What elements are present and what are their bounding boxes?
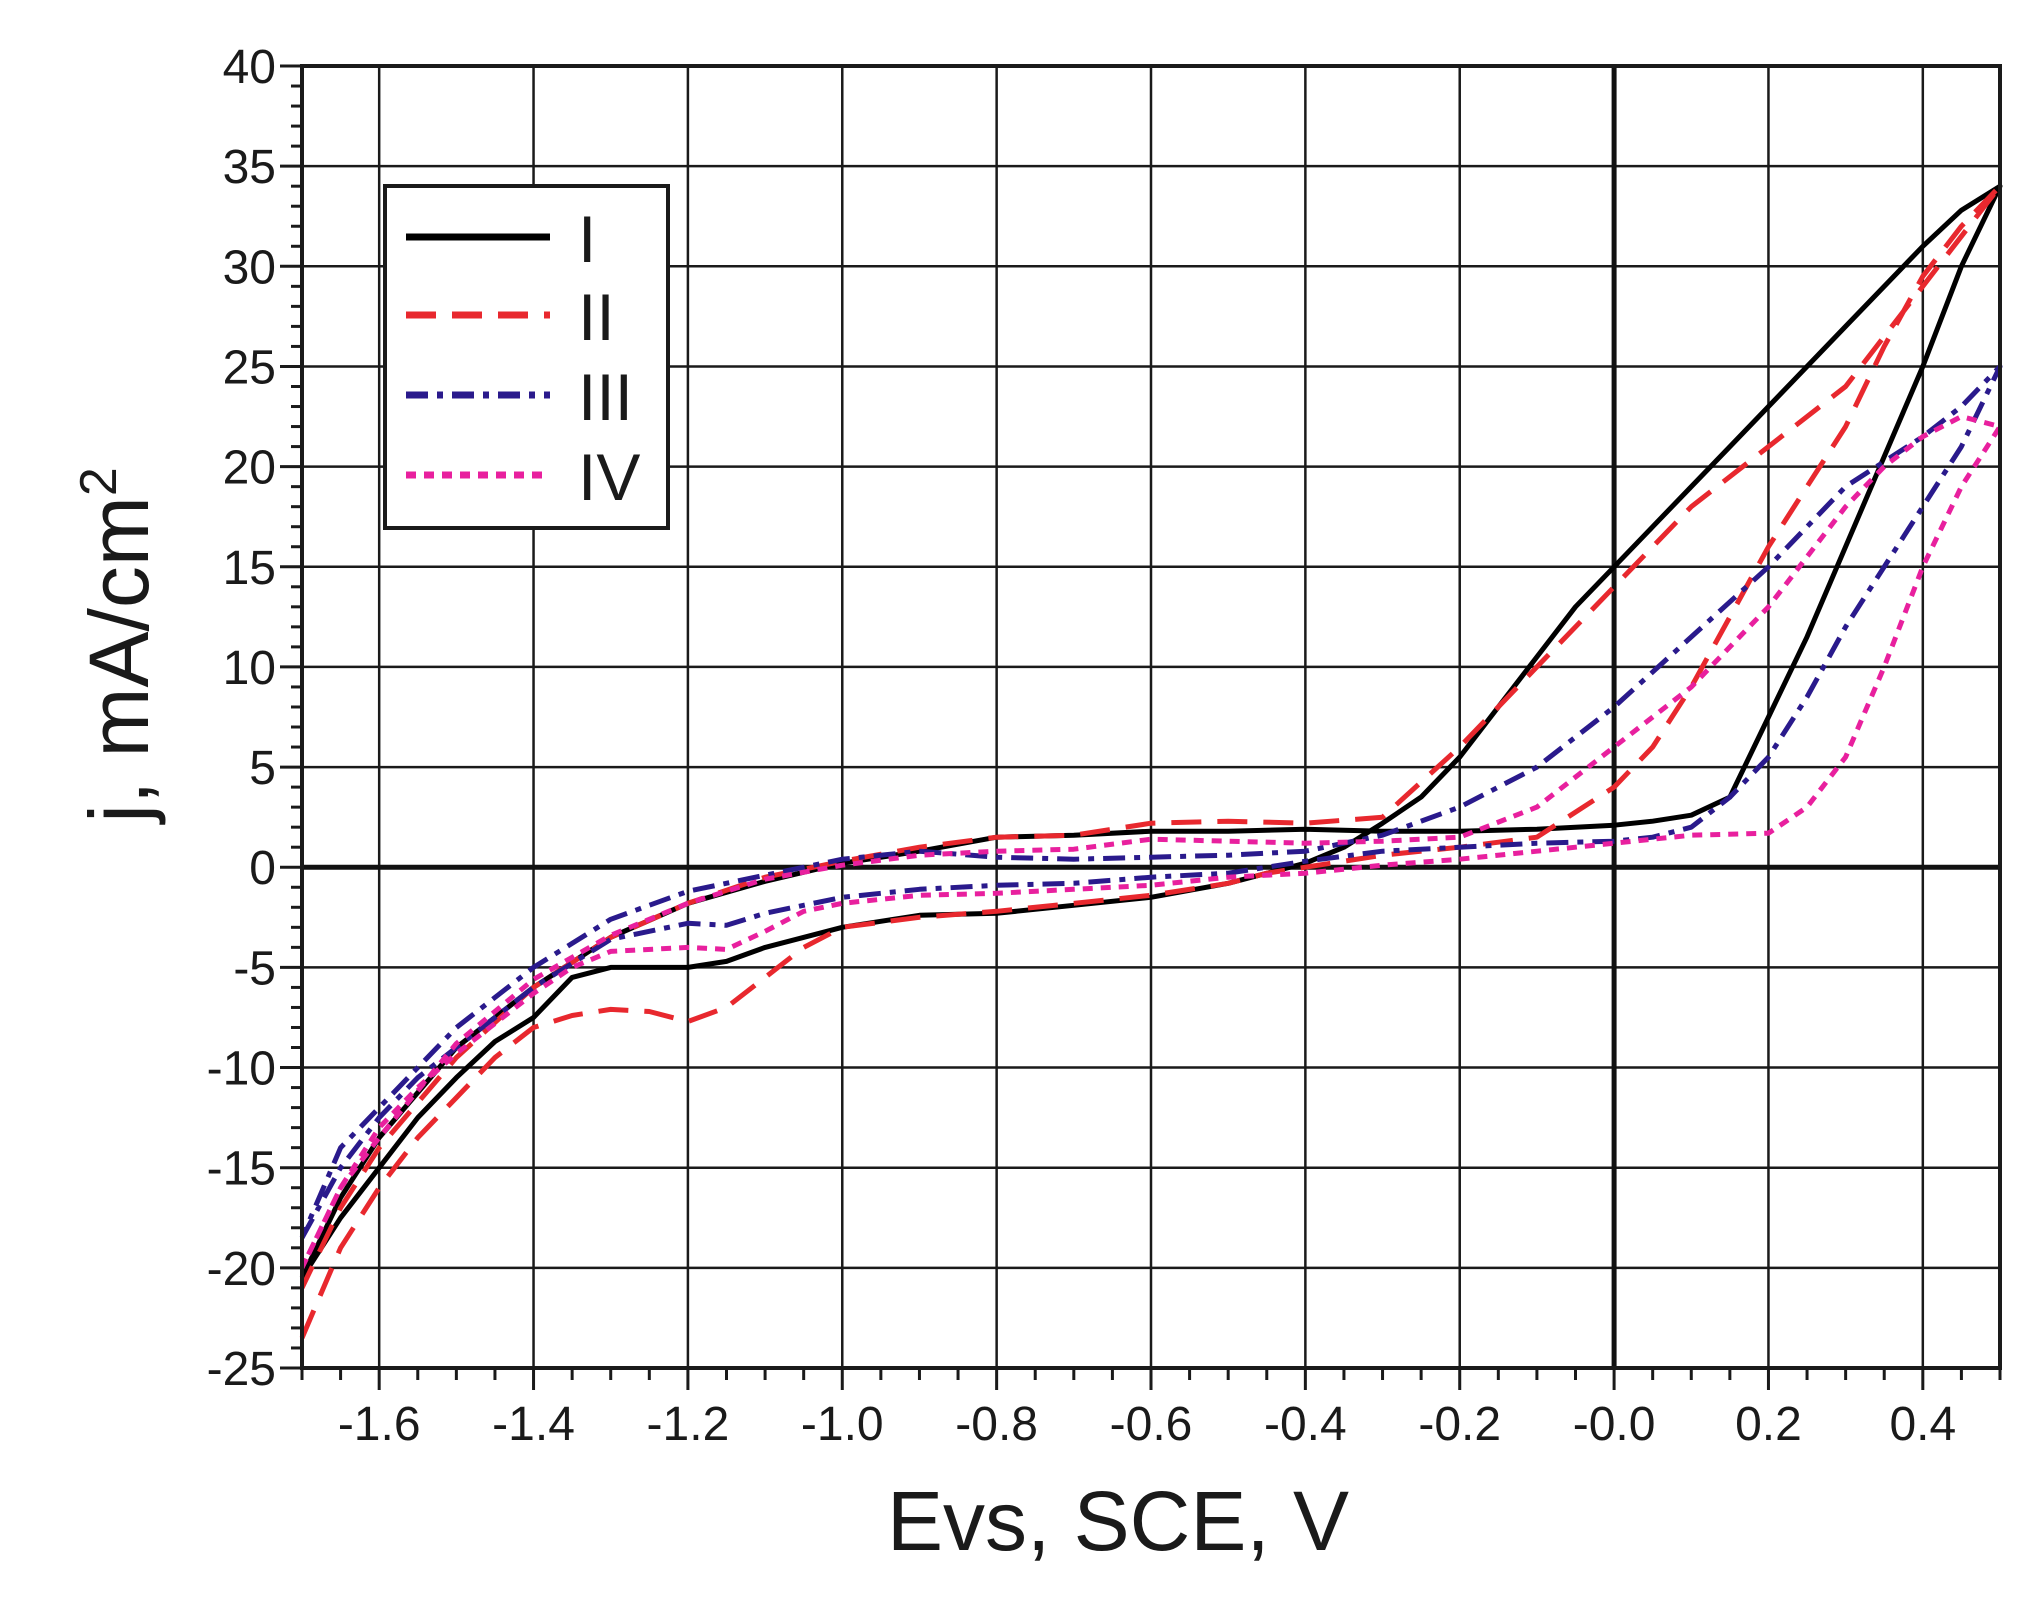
axes [302, 66, 2000, 1368]
legend-box [383, 184, 670, 530]
y-tick-label-12: -20 [207, 1243, 276, 1296]
x-tick-label-6: -0.4 [1264, 1398, 1347, 1451]
legend: I II III IV [383, 184, 670, 530]
x-tick-label-9: 0.2 [1735, 1398, 1802, 1451]
y-tick-label-2: 30 [223, 241, 276, 294]
tick-labels: -1.6 -1.4 -1.2 -1.0 -0.8 -0.6 -0.4 -0.2 -0.0 0.2 0… [207, 41, 1957, 1451]
y-tick-label-10: -10 [207, 1043, 276, 1096]
ticks [280, 64, 2002, 1390]
y-tick-label-5: 15 [223, 542, 276, 595]
series-line-iv [299, 414, 2003, 1269]
x-tick-label-5: -0.6 [1110, 1398, 1193, 1451]
y-tick-label-0: 40 [223, 41, 276, 94]
y-axis-title-superscript: 2 [70, 467, 128, 496]
x-tick-label-8: -0.0 [1573, 1398, 1656, 1451]
x-axis-title: Evs, SCE, V [887, 1474, 1349, 1568]
series [299, 183, 2003, 1339]
legend-label-iii: III [578, 360, 633, 434]
y-axis-title-main: j, mA/cm [72, 496, 166, 826]
legend-label-i: I [578, 202, 596, 276]
y-tick-label-9: -5 [233, 942, 276, 995]
y-tick-label-11: -15 [207, 1143, 276, 1196]
plot-frame [300, 64, 2002, 1370]
x-tick-label-4: -0.8 [955, 1398, 1038, 1451]
legend-label-iv: IV [578, 440, 640, 514]
y-tick-label-7: 5 [249, 742, 276, 795]
x-tick-label-0: -1.6 [338, 1398, 421, 1451]
y-tick-label-6: 10 [223, 642, 276, 695]
x-tick-label-1: -1.4 [492, 1398, 575, 1451]
y-tick-label-8: 0 [249, 842, 276, 895]
x-tick-label-7: -0.2 [1418, 1398, 1501, 1451]
x-tick-label-3: -1.0 [801, 1398, 884, 1451]
series-line-i [299, 183, 2003, 1280]
series-line-iii [299, 364, 2003, 1240]
y-axis-title: j, mA/cm2 [70, 467, 166, 826]
x-tick-label-10: 0.4 [1889, 1398, 1956, 1451]
series-line-ii [299, 183, 2003, 1339]
x-tick-label-2: -1.2 [647, 1398, 730, 1451]
y-tick-label-1: 35 [223, 141, 276, 194]
y-tick-label-13: -25 [207, 1343, 276, 1396]
y-tick-label-4: 20 [223, 442, 276, 495]
legend-label-ii: II [578, 280, 615, 354]
y-tick-label-3: 25 [223, 341, 276, 394]
